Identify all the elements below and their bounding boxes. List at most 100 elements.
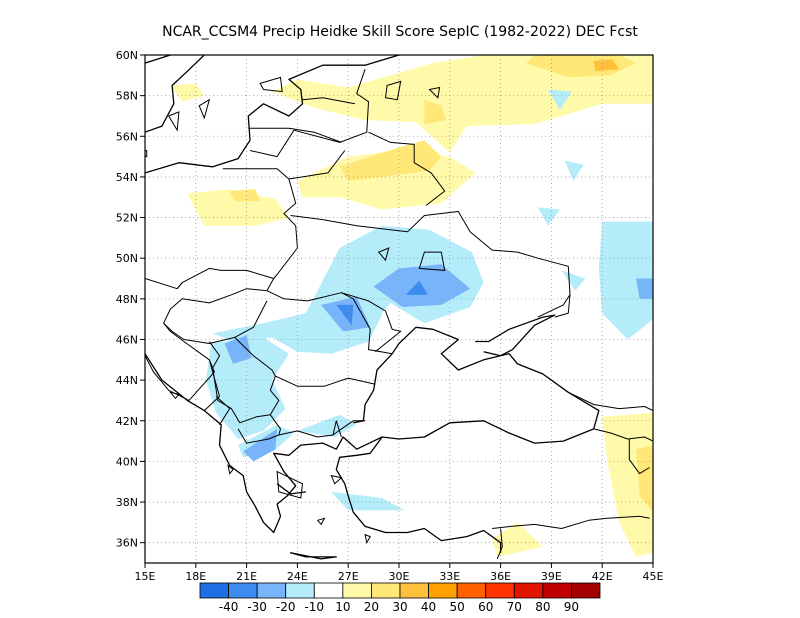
y-tick-label-9: 54N <box>116 171 138 184</box>
colorbar-swatch-13 <box>571 582 601 599</box>
colorbar-label-11: 80 <box>535 600 550 614</box>
colorbar-label-8: 50 <box>450 600 465 614</box>
country-border-6 <box>368 131 446 206</box>
skill-region-20 <box>537 207 560 226</box>
colorbar-label-9: 60 <box>478 600 493 614</box>
x-tick-label-5: 30E <box>389 570 410 583</box>
colorbar-swatch-3 <box>285 582 315 599</box>
country-border-22 <box>496 528 503 560</box>
y-tick-label-1: 38N <box>116 496 138 509</box>
colorbar-label-0: -40 <box>219 600 239 614</box>
colorbar-label-10: 70 <box>507 600 522 614</box>
country-border-2 <box>302 97 356 105</box>
colorbar-swatch-8 <box>428 582 458 599</box>
skill-region-11 <box>593 59 620 72</box>
island-8 <box>227 464 234 475</box>
x-tick-label-2: 21E <box>236 570 257 583</box>
coastline-2 <box>145 55 171 64</box>
skill-region-7 <box>339 140 442 181</box>
colorbar-label-3: -10 <box>304 600 324 614</box>
island-4 <box>276 470 304 499</box>
coastline-5 <box>475 314 556 357</box>
colorbar-swatch-12 <box>542 582 572 599</box>
coastline-3 <box>145 326 600 534</box>
skill-region-27 <box>636 278 653 299</box>
country-border-0 <box>249 69 369 158</box>
y-tick-label-7: 50N <box>116 252 138 265</box>
x-tick-label-10: 45E <box>643 570 664 583</box>
latitude-axis: 36N 38N 40N 42N 44N 46N 48N 50N 52N 54N 56N 58N 60N <box>116 49 145 550</box>
colorbar-label-6: 30 <box>392 600 407 614</box>
skill-region-9 <box>229 189 261 202</box>
island-6 <box>316 517 326 526</box>
skill-region-26 <box>243 428 278 462</box>
island-0 <box>167 111 180 132</box>
island-3 <box>145 149 148 158</box>
x-tick-label-6: 33E <box>439 570 460 583</box>
skill-region-28 <box>405 280 428 295</box>
colorbar-swatch-10 <box>485 582 515 599</box>
coastline-0 <box>145 55 400 174</box>
country-border-16 <box>215 396 231 426</box>
y-tick-label-3: 42N <box>116 415 138 428</box>
y-tick-label-0: 36N <box>116 537 138 550</box>
country-border-24 <box>145 278 183 290</box>
y-tick-label-10: 56N <box>116 130 138 143</box>
skill-region-5 <box>492 522 543 557</box>
colorbar-swatch-4 <box>313 582 344 599</box>
island-7 <box>364 533 371 545</box>
colorbar-swatch-0 <box>199 582 229 599</box>
lake-0 <box>384 80 402 101</box>
coastline-7 <box>276 483 306 495</box>
y-tick-label-12: 60N <box>116 49 138 62</box>
colorbar-legend: -40 -30 -20 -10 10 20 30 40 50 60 70 80 90 <box>199 582 601 614</box>
x-tick-label-1: 18E <box>185 570 206 583</box>
coastline-6 <box>289 552 337 560</box>
y-tick-label-11: 58N <box>116 90 138 103</box>
lake-2 <box>418 251 446 271</box>
colorbar-swatch-2 <box>256 582 287 599</box>
country-border-5 <box>290 211 571 318</box>
skill-region-10 <box>636 445 653 513</box>
coastline-1 <box>145 55 205 133</box>
colorbar-swatch-7 <box>399 582 429 599</box>
country-border-18 <box>593 428 653 442</box>
lake-1 <box>428 86 441 99</box>
x-tick-label-7: 36E <box>490 570 511 583</box>
country-border-1 <box>248 127 342 143</box>
country-border-8 <box>341 292 393 355</box>
country-border-3 <box>176 168 298 290</box>
country-border-17 <box>332 420 342 438</box>
skill-region-17 <box>598 221 653 340</box>
skill-region-22 <box>561 270 586 291</box>
skill-region-19 <box>548 89 572 110</box>
colorbar-label-12: 90 <box>564 600 579 614</box>
colorbar-swatch-9 <box>456 582 487 599</box>
skill-score-fields <box>170 55 653 557</box>
y-tick-label-6: 48N <box>116 293 138 306</box>
country-border-21 <box>492 515 650 529</box>
country-border-4 <box>288 150 346 180</box>
colorbar-label-1: -30 <box>247 600 267 614</box>
country-border-19 <box>568 391 653 412</box>
country-border-12 <box>237 414 281 444</box>
skill-region-18 <box>331 491 405 511</box>
skill-region-29 <box>336 304 354 326</box>
x-tick-label-8: 39E <box>541 570 562 583</box>
skill-region-21 <box>564 160 584 181</box>
colorbar-swatch-1 <box>228 582 258 599</box>
lake-3 <box>377 247 390 262</box>
colorbar-label-7: 40 <box>421 600 436 614</box>
skill-region-8 <box>424 99 447 125</box>
country-border-11 <box>208 341 280 424</box>
chart-title: NCAR_CCSM4 Precip Heidke Skill Score Sep… <box>162 24 638 40</box>
country-border-15 <box>203 359 220 411</box>
country-border-10 <box>234 337 376 387</box>
y-tick-label-5: 46N <box>116 333 138 346</box>
skill-region-25 <box>224 335 252 364</box>
island-1 <box>198 98 211 120</box>
y-tick-label-8: 52N <box>116 212 138 225</box>
island-2 <box>259 76 283 93</box>
y-tick-label-2: 40N <box>116 455 138 468</box>
